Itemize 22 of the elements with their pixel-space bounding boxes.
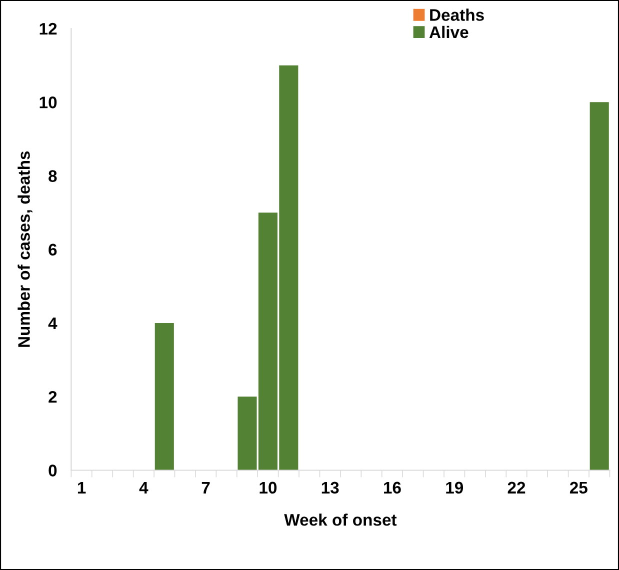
x-tick-label: 4 <box>139 482 148 494</box>
x-tick-label: 7 <box>202 482 210 494</box>
y-tick-label: 6 <box>48 244 57 256</box>
x-tick-label: 25 <box>570 482 588 494</box>
y-tick-label: 10 <box>40 96 57 108</box>
x-axis-title: Week of onset <box>284 514 397 526</box>
y-tick-label: 0 <box>48 464 57 476</box>
x-tick-label: 22 <box>508 482 526 494</box>
x-tick-label: 10 <box>260 482 277 494</box>
y-tick-label: 2 <box>48 391 57 403</box>
y-tick-label: 12 <box>40 22 57 35</box>
bar <box>590 102 609 470</box>
y-tick-label: 4 <box>48 318 58 330</box>
x-tick-label: 1 <box>78 482 86 494</box>
legend-label: Alive <box>429 26 468 38</box>
x-tick-label: 19 <box>446 482 464 494</box>
y-tick-label: 8 <box>48 170 57 182</box>
y-axis-title: Number of cases, deaths <box>18 151 32 347</box>
legend-label: Deaths <box>430 8 484 21</box>
x-tick-label: 16 <box>384 482 401 494</box>
bar <box>154 323 174 470</box>
x-tick-label: 13 <box>322 482 339 494</box>
